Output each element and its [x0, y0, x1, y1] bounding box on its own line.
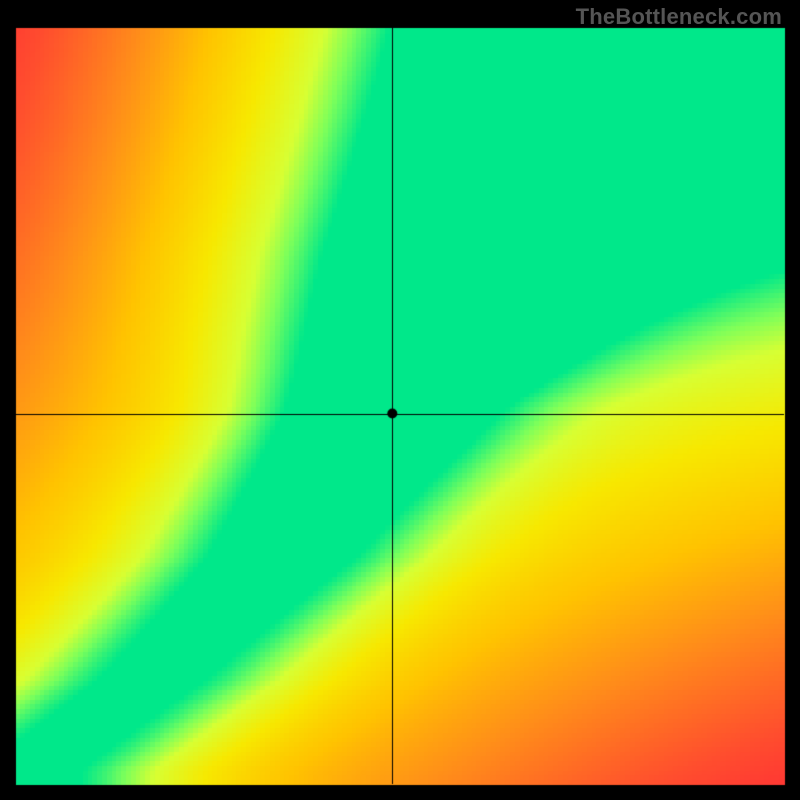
- watermark-text: TheBottleneck.com: [576, 4, 782, 30]
- chart-container: TheBottleneck.com: [0, 0, 800, 800]
- heatmap-canvas: [0, 0, 800, 800]
